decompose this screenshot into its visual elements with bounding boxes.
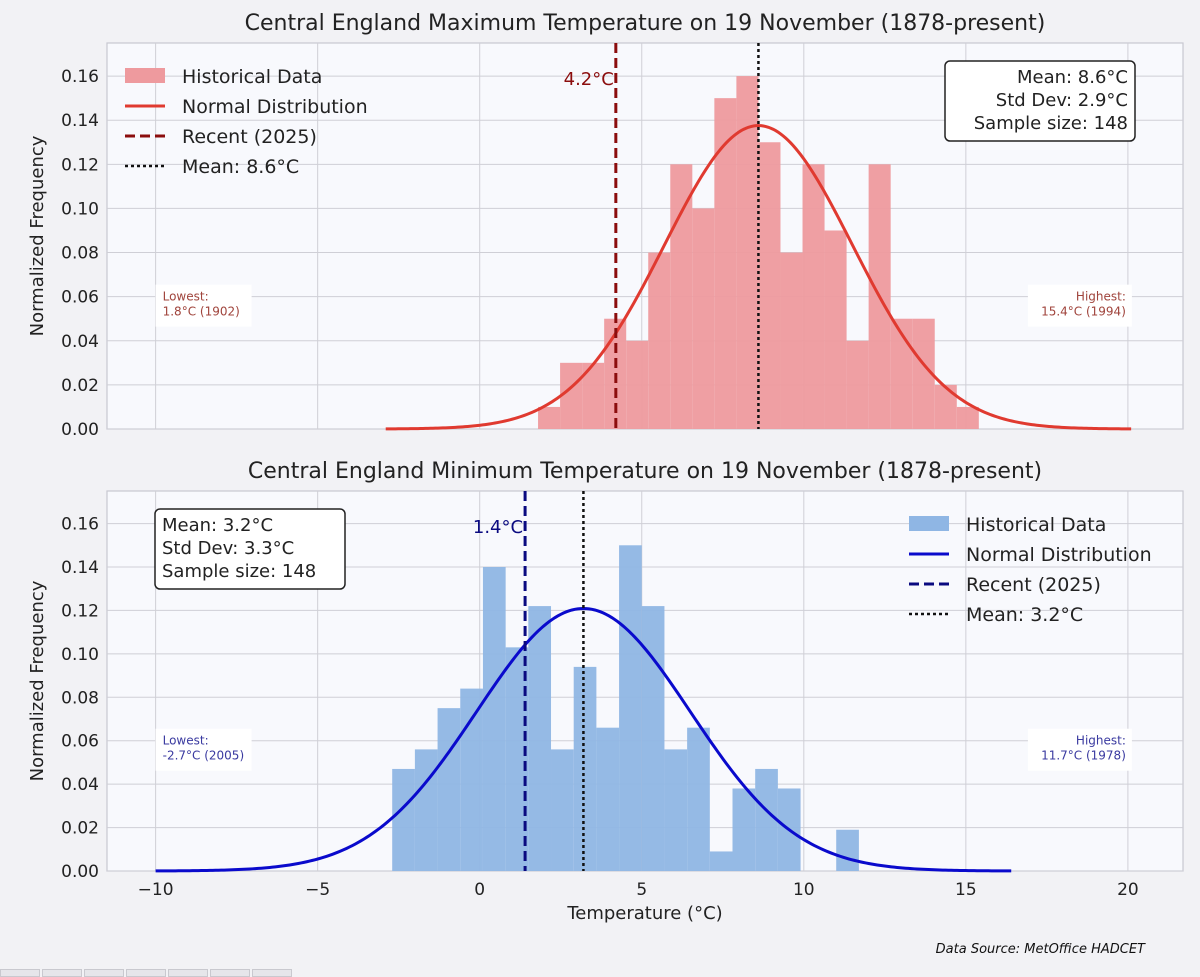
- max-temp-panel: 4.2°C 0.00 0.02 0.04 0.06 0.08 0.10 0.12 0.14 0.1…: [27, 11, 1183, 440]
- y-tick-label: 0.02: [61, 376, 99, 396]
- x-tick-label: 5: [636, 880, 647, 900]
- lowest-note-title: Lowest:: [163, 734, 209, 748]
- legend-label: Recent (2025): [966, 574, 1101, 596]
- legend-label: Mean: 8.6°C: [182, 156, 299, 178]
- histogram-bar: [957, 407, 979, 429]
- x-tick-label: −10: [138, 880, 174, 900]
- legend-label: Mean: 3.2°C: [966, 604, 1083, 626]
- histogram-bar: [935, 385, 957, 429]
- y-tick-label: 0.04: [61, 332, 99, 352]
- histogram-bar: [664, 749, 687, 871]
- stats-box-line: Sample size: 148: [974, 113, 1128, 134]
- lowest-note-text: 1.8°C (1902): [163, 305, 240, 319]
- histogram-bar: [687, 728, 710, 871]
- histogram-bar: [460, 689, 483, 871]
- legend-label: Historical Data: [182, 66, 322, 88]
- y-tick-label: 0.12: [61, 601, 99, 621]
- panel-title: Central England Minimum Temperature on 1…: [248, 459, 1042, 484]
- legend-label: Historical Data: [966, 514, 1106, 536]
- histogram-bar: [574, 667, 597, 871]
- stats-box-line: Mean: 8.6°C: [1017, 67, 1128, 88]
- histogram-bar: [538, 407, 560, 429]
- histogram-bar: [692, 208, 714, 429]
- highest-note-title: Highest:: [1076, 290, 1126, 304]
- x-tick-label: 20: [1117, 880, 1139, 900]
- histogram-bar: [710, 851, 733, 871]
- toolbar-tab[interactable]: [210, 969, 250, 977]
- y-axis-label: Normalized Frequency: [27, 580, 48, 781]
- histogram-bar: [755, 769, 778, 871]
- y-tick-label: 0.06: [61, 732, 99, 752]
- legend-label: Normal Distribution: [182, 96, 368, 118]
- recent-value-label: 1.4°C: [473, 517, 523, 538]
- toolbar-tab[interactable]: [126, 969, 166, 977]
- min-temp-panel: 1.4°C 0.00 0.02 0.04 0.06 0.08 0.10 0.12 0.14 0.1…: [27, 459, 1183, 924]
- y-tick-label: 0.00: [61, 862, 99, 882]
- highest-note-title: Highest:: [1076, 734, 1126, 748]
- legend-label: Recent (2025): [182, 126, 317, 148]
- highest-note-text: 15.4°C (1994): [1041, 305, 1126, 319]
- y-tick-label: 0.14: [61, 111, 99, 131]
- toolbar-tab[interactable]: [252, 969, 292, 977]
- highest-note-text: 11.7°C (1978): [1041, 749, 1126, 763]
- histogram-bar: [415, 749, 438, 871]
- lowest-note-text: -2.7°C (2005): [163, 749, 245, 763]
- histogram-bar: [626, 341, 648, 429]
- histogram-bar: [670, 164, 692, 429]
- histogram-bar: [596, 728, 619, 871]
- y-tick-label: 0.06: [61, 288, 99, 308]
- histogram-bar: [803, 164, 825, 429]
- y-tick-label: 0.02: [61, 819, 99, 839]
- panel-title: Central England Maximum Temperature on 1…: [245, 11, 1046, 36]
- lowest-note-title: Lowest:: [163, 290, 209, 304]
- histogram-bar: [714, 98, 736, 429]
- legend-swatch-hist: [125, 68, 165, 83]
- bottom-toolbar-strip: [0, 969, 294, 975]
- y-tick-label: 0.04: [61, 775, 99, 795]
- histogram-bar: [438, 708, 461, 871]
- x-tick-label: 10: [793, 880, 815, 900]
- histogram-bar: [836, 830, 859, 871]
- y-tick-label: 0.08: [61, 688, 99, 708]
- histogram-bar: [847, 341, 869, 429]
- stats-box-line: Std Dev: 3.3°C: [162, 538, 294, 559]
- legend-swatch-hist: [909, 516, 949, 531]
- histogram-bar: [780, 253, 802, 429]
- y-tick-label: 0.16: [61, 515, 99, 535]
- y-tick-label: 0.14: [61, 558, 99, 578]
- histogram-bar: [560, 363, 582, 429]
- toolbar-tab[interactable]: [168, 969, 208, 977]
- histogram-bar: [825, 230, 847, 429]
- y-tick-label: 0.10: [61, 645, 99, 665]
- histogram-bar: [648, 253, 670, 429]
- y-tick-label: 0.16: [61, 67, 99, 87]
- toolbar-tab[interactable]: [42, 969, 82, 977]
- y-tick-label: 0.08: [61, 244, 99, 264]
- histogram-bar: [551, 749, 574, 871]
- y-axis-label: Normalized Frequency: [27, 135, 48, 336]
- toolbar-tab[interactable]: [84, 969, 124, 977]
- data-source-note: Data Source: MetOffice HADCET: [936, 942, 1145, 957]
- histogram-bar: [758, 142, 780, 429]
- y-tick-label: 0.00: [61, 420, 99, 440]
- stats-box-line: Sample size: 148: [162, 561, 316, 582]
- legend-label: Normal Distribution: [966, 544, 1152, 566]
- histogram-bar: [619, 545, 642, 871]
- x-axis-label: Temperature (°C): [566, 903, 722, 924]
- histogram-bar: [733, 788, 756, 871]
- toolbar-tab[interactable]: [0, 969, 40, 977]
- histogram-bar: [392, 769, 415, 871]
- x-tick-label: −5: [305, 880, 330, 900]
- stats-box-line: Mean: 3.2°C: [162, 515, 273, 536]
- x-tick-label: 15: [955, 880, 977, 900]
- histogram-bar: [483, 567, 506, 871]
- recent-value-label: 4.2°C: [564, 69, 614, 90]
- stats-box-line: Std Dev: 2.9°C: [996, 90, 1128, 111]
- x-tick-label: 0: [474, 880, 485, 900]
- histogram-bar: [642, 606, 665, 871]
- histogram-bar: [528, 606, 551, 871]
- y-tick-label: 0.10: [61, 199, 99, 219]
- y-tick-label: 0.12: [61, 155, 99, 175]
